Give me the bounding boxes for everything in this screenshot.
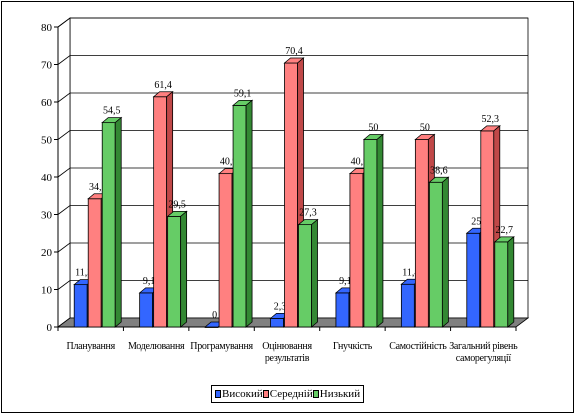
bar-high [270,317,284,328]
y-tick-label: 30 [41,210,53,222]
gridline [57,55,528,65]
data-label: 40,9 [351,157,369,168]
x-tick-label: Планування [67,341,116,352]
bar-medium [284,62,298,328]
data-label: 9,1 [339,276,352,287]
bar-side [507,236,515,328]
bar-medium [480,130,495,328]
data-label: 25 [471,216,481,227]
bar-medium [87,198,102,328]
legend-item: Високий [215,388,263,400]
y-tick-label: 50 [41,135,53,147]
bar-low [494,241,509,328]
gridline [57,130,528,140]
data-label: 52,3 [482,114,500,125]
bar-high [400,283,415,328]
gridline [57,92,528,103]
legend-swatch [312,390,319,398]
data-label: 11,3 [75,268,92,279]
bar-side [311,218,318,328]
bar-medium [218,173,233,328]
bar-high [466,232,481,328]
y-tick-label: 10 [41,285,53,297]
data-label: 27,3 [299,208,317,219]
bar-side [180,210,188,328]
data-label: 0 [212,310,217,321]
y-tick-label: 70 [41,60,53,72]
legend-item: Середній [262,388,313,400]
y-tick-label: 20 [41,247,53,259]
data-label: 11,4 [402,267,419,278]
x-tick-label: Самостійність [389,341,447,352]
data-label: 50 [368,123,378,134]
bar-medium [414,139,429,328]
bar-side [114,116,122,328]
bar-medium [153,96,168,328]
x-tick-label: Загальний рівень [449,341,518,352]
data-label: 70,4 [285,46,303,57]
legend-label: Низький [319,388,361,400]
data-label: 59,1 [234,88,252,99]
data-label: 2,3 [274,301,287,312]
bar-high [335,292,350,328]
legend-swatch [215,390,221,398]
legend-swatch [262,390,269,398]
legend-label: Середній [269,388,313,400]
data-label: 50 [420,123,430,134]
y-tick-label: 60 [41,97,53,109]
x-tick-label: саморегуляції [456,353,512,364]
bar-low [232,104,247,328]
legend-label: Високий [222,388,263,400]
bar-low [298,224,312,328]
y-tick-label: 40 [41,172,53,184]
data-label: 38,6 [430,165,448,176]
legend: Високий Середній Низький [211,385,365,403]
data-label: 61,4 [154,80,172,91]
x-tick-label: Моделювання [128,341,185,352]
bar-medium [349,173,364,328]
bar-high [139,292,154,328]
data-label: 40,9 [220,157,238,168]
data-label: 29,5 [168,199,186,210]
bar-side [441,176,449,328]
y-tick-label: 80 [41,22,53,34]
bar-side [245,99,253,328]
bar-low [101,122,116,328]
bar-high [73,284,88,328]
bar-low [167,215,182,328]
gridline [57,17,528,28]
x-tick-label: Гнучкість [333,341,373,352]
bar-low [363,139,378,328]
x-tick-label: Оцінювання [262,341,312,352]
x-tick-label: Програмування [190,341,253,352]
data-label: 22,7 [496,225,514,236]
y-tick-label: 0 [47,322,53,334]
data-label: 54,5 [103,106,121,117]
bar-side [376,133,384,328]
data-label: 34,2 [89,182,107,193]
x-tick-label: результатів [265,353,310,364]
bar-low [428,181,443,328]
data-label: 9,1 [143,276,156,287]
legend-item: Низький [312,388,361,400]
